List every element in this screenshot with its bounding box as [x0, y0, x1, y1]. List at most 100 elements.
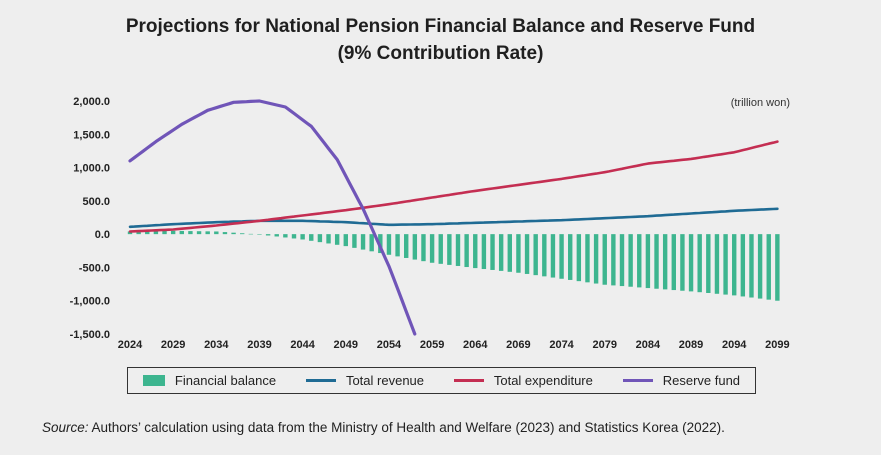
financial-balance-bar: [395, 234, 400, 257]
financial-balance-bar: [291, 234, 297, 239]
legend-swatch-line: [622, 379, 653, 382]
financial-balance-bar: [593, 234, 599, 284]
financial-balance-bar: [481, 234, 487, 270]
x-tick-label: 2044: [290, 339, 315, 351]
financial-balance-bar: [438, 234, 443, 264]
financial-balance-bar: [559, 234, 564, 279]
financial-balance-bar: [473, 234, 478, 269]
financial-balance-bar: [602, 234, 607, 285]
total-expenditure-line: [128, 140, 779, 233]
y-tick-label: -500.0: [79, 262, 110, 274]
financial-balance-bar: [550, 234, 556, 278]
financial-balance-bar: [309, 234, 314, 241]
chart-plot-area: 2,000.0 1,500.0 1,000.0 500.0 0.0 -500.0 -1,00…: [70, 96, 790, 351]
financial-balance-bar: [162, 230, 167, 235]
x-tick-label: 2024: [118, 339, 143, 351]
financial-balance-bar: [222, 232, 228, 235]
financial-balance-bar: [283, 234, 288, 238]
financial-balance-bar: [576, 234, 582, 282]
financial-balance-bar: [127, 231, 133, 235]
x-tick-label: 2049: [334, 339, 358, 351]
financial-balance-bar: [447, 234, 452, 265]
legend-label: Total revenue: [345, 373, 425, 388]
financial-balance-bar: [352, 234, 357, 248]
financial-balance-bar: [404, 234, 409, 258]
financial-balance-bar: [542, 234, 547, 277]
financial-balance-bar: [490, 234, 495, 270]
x-tick-label: 2059: [420, 339, 444, 351]
x-tick-label: 2094: [722, 339, 747, 351]
x-tick-label: 2079: [592, 339, 616, 351]
financial-balance-bar: [145, 231, 150, 235]
financial-balance-bar: [619, 234, 625, 287]
financial-balance-bar: [654, 234, 659, 289]
financial-balance-bar: [369, 234, 374, 252]
y-tick-label: 1,500.0: [73, 129, 110, 141]
financial-balance-bar: [516, 234, 521, 273]
financial-balance-bar: [196, 231, 202, 235]
legend-label: Total expenditure: [493, 373, 593, 388]
legend-label: Reserve fund: [662, 373, 741, 388]
financial-balance-bar: [205, 231, 210, 235]
chart-title: Projections for National Pension Financi…: [125, 16, 756, 37]
total-revenue-line: [128, 207, 779, 229]
financial-balance-bar: [421, 234, 426, 262]
y-axis-ticks: 2,000.0 1,500.0 1,000.0 500.0 0.0 -500.0 -1,00…: [70, 96, 110, 341]
financial-balance-bar: [697, 234, 702, 293]
financial-balance-bar: [723, 234, 728, 295]
financial-balance-bar: [265, 234, 271, 236]
financial-balance-bar: [740, 234, 746, 297]
legend-item-financial-balance: Financial balance: [142, 373, 276, 388]
legend-item-reserve-fund: Reserve fund: [622, 373, 741, 388]
financial-balance-bar: [386, 234, 392, 255]
financial-balance-bar: [637, 234, 642, 288]
chart-subtitle: (9% Contribution Rate): [337, 43, 544, 64]
legend-item-total-expenditure: Total expenditure: [453, 373, 593, 388]
financial-balance-bar: [257, 234, 262, 235]
financial-balance-bar: [170, 230, 176, 235]
financial-balance-bar: [464, 234, 469, 268]
x-tick-label: 2039: [247, 339, 271, 351]
x-tick-label: 2099: [765, 339, 789, 351]
financial-balance-bar: [749, 234, 754, 298]
financial-balance-bar: [507, 234, 512, 272]
financial-balance-bar: [412, 234, 418, 260]
x-tick-label: 2054: [377, 339, 402, 351]
y-tick-label: 2,000.0: [73, 96, 110, 108]
x-tick-label: 2029: [161, 339, 185, 351]
unit-label: (trillion won): [731, 97, 790, 109]
financial-balance-bar: [240, 233, 245, 235]
financial-balance-bar: [274, 234, 279, 237]
financial-balance-bar: [248, 233, 254, 235]
source-label: Source:: [42, 420, 89, 435]
x-tick-label: 2069: [506, 339, 530, 351]
x-tick-label: 2074: [549, 339, 574, 351]
financial-balance-bar: [231, 232, 236, 235]
financial-balance-bar: [533, 234, 538, 276]
financial-balance-bar: [360, 234, 366, 250]
source-text: Authors’ calculation using data from the…: [88, 420, 725, 435]
financial-balance-bar: [179, 230, 184, 235]
financial-balance-bar: [688, 234, 694, 292]
financial-balance-bar: [317, 234, 323, 243]
financial-balance-bar: [706, 234, 711, 293]
x-tick-label: 2034: [204, 339, 229, 351]
financial-balance-bar: [775, 234, 780, 301]
source-note: Source: Authors’ calculation using data …: [42, 420, 725, 435]
financial-balance-bar: [153, 231, 159, 235]
financial-balance-bar: [732, 234, 737, 296]
bar-series-financial-balance: [127, 230, 780, 301]
x-axis-ticks: 2024 2029 2034 2039 2044 2049 2054 2059 2064 2069…: [118, 339, 790, 351]
chart-legend: Financial balance Total revenue Total ex…: [127, 367, 756, 394]
financial-balance-bar: [136, 231, 141, 235]
y-tick-label: -1,000.0: [70, 296, 110, 308]
legend-swatch-line: [453, 379, 484, 382]
financial-balance-bar: [568, 234, 573, 280]
y-tick-label: 500.0: [82, 196, 110, 208]
financial-balance-bar: [300, 234, 305, 240]
y-tick-label: 0.0: [95, 229, 110, 241]
financial-balance-bar: [334, 234, 340, 245]
x-tick-label: 2064: [463, 339, 488, 351]
financial-balance-bar: [524, 234, 530, 274]
x-tick-label: 2084: [636, 339, 661, 351]
